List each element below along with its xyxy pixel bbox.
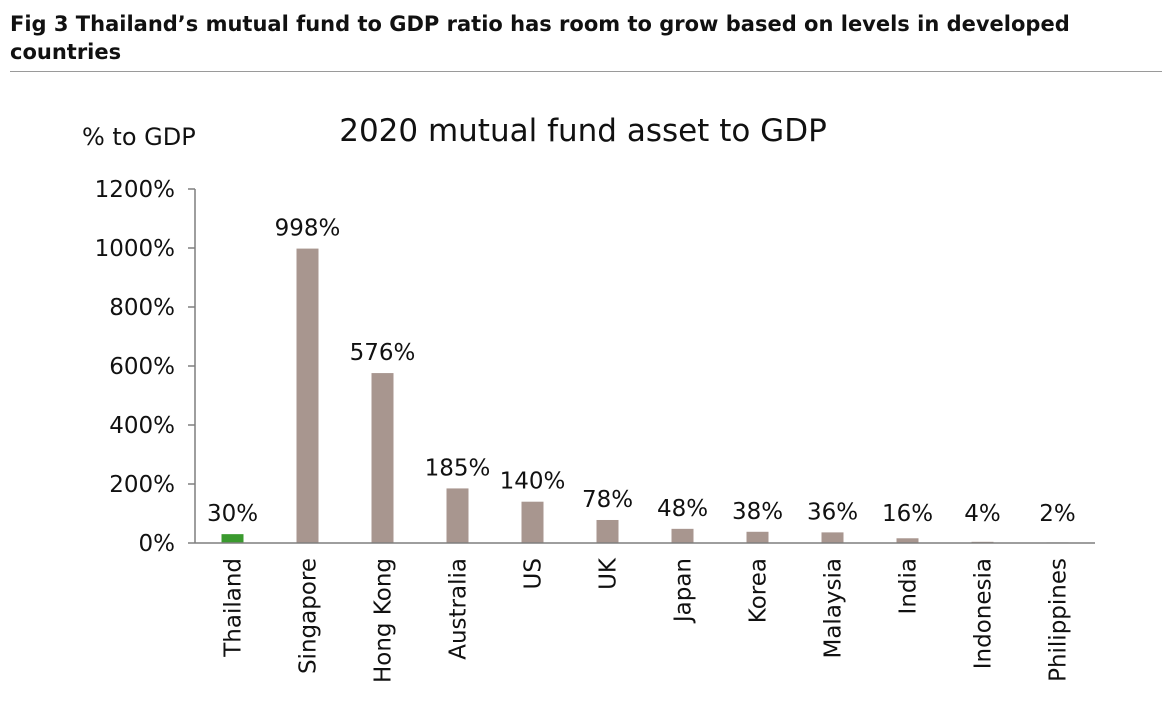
category-label: UK (596, 557, 622, 590)
data-label: 30% (207, 501, 258, 527)
bar-hong-kong (371, 373, 394, 543)
data-label: 2% (1039, 501, 1076, 527)
bar-us (521, 501, 544, 543)
bar-thailand (221, 534, 244, 543)
category-label: Japan (671, 558, 697, 624)
category-label: India (896, 558, 922, 614)
category-label: Thailand (221, 558, 247, 658)
category-label: Singapore (296, 558, 322, 674)
category-label: Hong Kong (371, 558, 397, 683)
data-label: 140% (500, 469, 566, 495)
bar-japan (671, 528, 694, 543)
data-label: 576% (350, 340, 416, 366)
data-label: 16% (882, 501, 933, 527)
category-label: Australia (446, 558, 472, 660)
y-tick-label: 1000% (95, 236, 175, 262)
y-tick-label: 1200% (95, 177, 175, 203)
y-tick-label: 600% (109, 354, 175, 380)
category-label: Indonesia (971, 558, 997, 669)
data-label: 36% (807, 499, 858, 525)
bar-singapore (296, 248, 319, 543)
bar-australia (446, 488, 469, 543)
y-tick-label: 400% (109, 413, 175, 439)
data-label: 185% (425, 455, 491, 481)
bar-malaysia (821, 532, 844, 543)
category-label: Malaysia (821, 558, 847, 659)
bars (221, 248, 1069, 543)
data-label: 48% (657, 496, 708, 522)
y-tick-label: 800% (109, 295, 175, 321)
bar-uk (596, 519, 619, 543)
category-label: Philippines (1046, 558, 1072, 682)
figure-title: Fig 3 Thailand’s mutual fund to GDP rati… (10, 12, 1070, 64)
data-label: 998% (275, 216, 341, 242)
category-labels: Thailand Singapore Hong Kong Australia US UK J… (221, 557, 1072, 683)
category-label: US (521, 558, 547, 589)
bar-india (896, 538, 919, 543)
category-label: Korea (746, 558, 772, 623)
data-label: 38% (732, 499, 783, 525)
y-axis-ticks: 0% 200% 400% 600% 800% 1000% 1200% (95, 177, 195, 557)
data-labels: 30% 998% 576% 185% 140% 78% 48% 38% 36% 16% 4% 2% (207, 216, 1076, 527)
data-label: 78% (582, 487, 633, 513)
chart-title: 2020 mutual fund asset to GDP (339, 113, 827, 149)
y-tick-label: 0% (139, 531, 176, 557)
bar-korea (746, 531, 769, 543)
title-divider (10, 71, 1162, 72)
data-label: 4% (964, 501, 1001, 527)
y-axis-label: % to GDP (82, 123, 196, 151)
y-tick-label: 200% (109, 472, 175, 498)
